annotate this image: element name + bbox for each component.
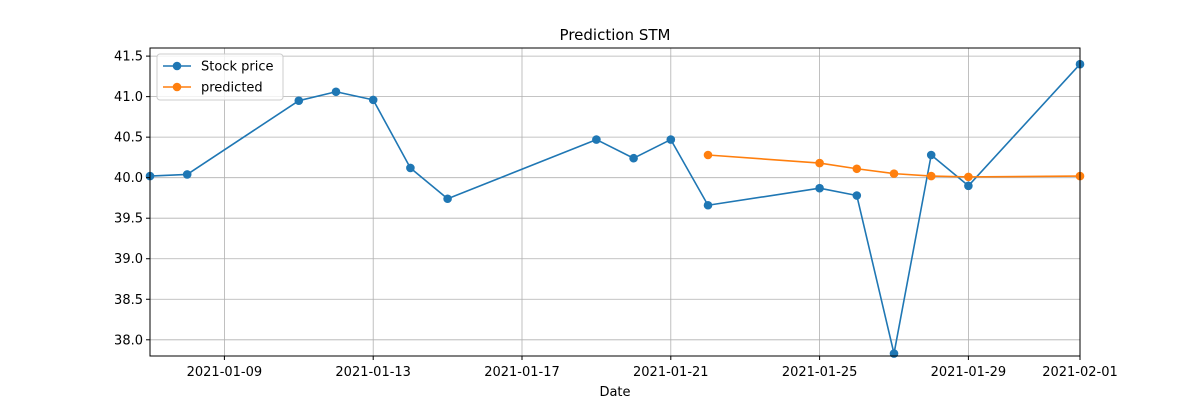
- ticks-layer: 2021-01-09 2021-01-13 2021-01-17 2021-01-21…: [114, 50, 1118, 380]
- y-tick-label: 41.0: [114, 90, 143, 105]
- x-tick-label: 2021-01-21: [633, 365, 709, 380]
- y-tick-label: 38.5: [114, 293, 143, 308]
- y-tick-label: 39.0: [114, 252, 143, 267]
- x-axis-label: Date: [599, 385, 630, 400]
- data-point: [852, 191, 862, 200]
- data-point: [964, 181, 973, 191]
- series-predicted: [703, 150, 1085, 182]
- legend-label: Stock price: [201, 60, 273, 75]
- data-point: [368, 95, 378, 105]
- data-point: [964, 172, 973, 182]
- legend-marker: [172, 61, 182, 71]
- legend-marker: [172, 82, 182, 92]
- x-tick-label: 2021-01-17: [484, 365, 560, 380]
- chart-title: Prediction STM: [560, 26, 671, 44]
- series-stock-price: [145, 59, 1085, 358]
- series-layer: [145, 59, 1085, 358]
- data-point: [443, 194, 452, 204]
- legend: Stock price predicted: [156, 53, 284, 101]
- x-tick-label: 2021-01-09: [187, 365, 263, 380]
- x-tick-label: 2021-01-29: [931, 365, 1007, 380]
- grid-layer: [150, 48, 1081, 356]
- legend-items: Stock price predicted: [163, 60, 273, 96]
- y-tick-label: 40.0: [114, 171, 143, 186]
- legend-item: Stock price: [163, 60, 273, 75]
- data-point: [331, 87, 341, 97]
- data-point: [294, 96, 304, 105]
- data-point: [703, 200, 713, 210]
- plot-frame: [149, 47, 1081, 357]
- x-tick-label: 2021-01-13: [335, 365, 411, 380]
- data-point: [592, 135, 601, 144]
- data-point: [666, 135, 676, 144]
- data-point: [703, 150, 713, 160]
- series-line: [149, 63, 1081, 355]
- x-tick-label: 2021-02-01: [1042, 365, 1118, 380]
- y-tick-label: 41.5: [114, 50, 143, 65]
- y-tick-label: 38.0: [114, 333, 143, 348]
- x-tick-label: 2021-01-25: [782, 365, 858, 380]
- data-point: [815, 158, 824, 168]
- y-tick-label: 40.5: [114, 131, 143, 146]
- data-point: [926, 171, 936, 181]
- data-point: [889, 169, 899, 178]
- data-point: [406, 163, 415, 173]
- data-point: [629, 153, 638, 163]
- legend-label: predicted: [201, 81, 263, 96]
- legend-item: predicted: [163, 81, 263, 96]
- y-tick-label: 39.5: [114, 212, 143, 227]
- data-point: [889, 349, 899, 358]
- data-point: [852, 164, 862, 174]
- data-point: [926, 150, 936, 160]
- data-point: [182, 170, 192, 179]
- data-point: [815, 183, 824, 193]
